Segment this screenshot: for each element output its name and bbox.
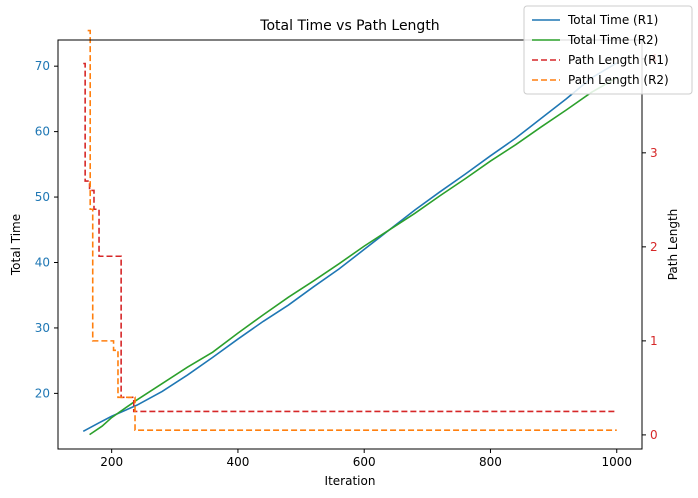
y2-tick-label: 3 (650, 146, 658, 160)
x-axis-label: Iteration (325, 474, 376, 488)
series-line-1 (82, 62, 618, 433)
legend-label-1: Total Time (R1) (567, 13, 658, 27)
plot-frame (57, 39, 643, 450)
x-tick-label: 400 (226, 455, 249, 469)
series-line-4 (87, 29, 617, 431)
legend-label-2: Total Time (R2) (567, 33, 658, 47)
series-line-3 (83, 62, 617, 413)
y2-tick-label: 2 (650, 240, 658, 254)
y-tick-label: 20 (35, 386, 50, 400)
y-tick-label: 70 (35, 59, 50, 73)
y-axis-label: Total Time (9, 214, 23, 276)
y2-axis-label: Path Length (666, 209, 680, 281)
y2-tick-label: 0 (650, 428, 658, 442)
legend-label-4: Path Length (R2) (568, 73, 669, 87)
chart-title: Total Time vs Path Length (259, 18, 439, 34)
series-line-2 (89, 77, 618, 436)
x-tick-label: 1000 (601, 455, 632, 469)
y-tick-label: 30 (35, 321, 50, 335)
y-tick-label: 50 (35, 190, 50, 204)
legend-label-3: Path Length (R1) (568, 53, 669, 67)
legend-box (523, 5, 693, 95)
x-tick-label: 600 (353, 455, 376, 469)
x-tick-label: 200 (100, 455, 123, 469)
y2-tick-label: 1 (650, 334, 658, 348)
y-tick-label: 40 (35, 255, 50, 269)
y-tick-label: 60 (35, 125, 50, 139)
x-tick-label: 800 (479, 455, 502, 469)
